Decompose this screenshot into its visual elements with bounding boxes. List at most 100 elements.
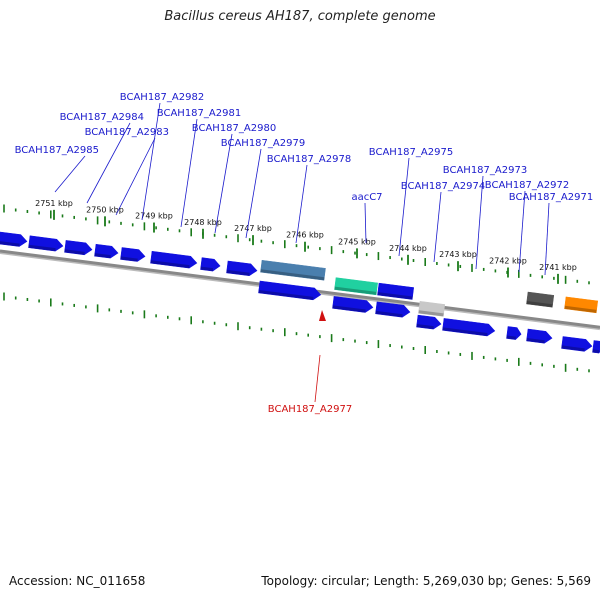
kbp-tick-label: 2741 kbp: [539, 263, 577, 272]
gene-feature-shade: [28, 244, 56, 252]
gene-leader-line: [518, 190, 526, 273]
gene-feature[interactable]: [442, 318, 496, 337]
gene-feature-shape: [226, 260, 258, 277]
gene-feature[interactable]: [375, 301, 411, 318]
kbp-tick-label: 2751 kbp: [35, 199, 73, 208]
kbp-tick-label: 2743 kbp: [439, 250, 477, 259]
gene-feature-shape: [377, 282, 415, 300]
leader-layer: [54, 102, 550, 403]
gene-label[interactable]: BCAH187_A2978: [267, 154, 351, 165]
gene-label[interactable]: BCAH187_A2972: [485, 180, 569, 191]
gene-label[interactable]: BCAH187_A2973: [443, 165, 527, 176]
gene-feature-shade: [526, 337, 545, 344]
gene-feature-shape: [442, 318, 496, 337]
gene-feature-shape: [526, 328, 553, 344]
gene-feature-shape: [506, 326, 522, 340]
kbp-tick-label: 2744 kbp: [389, 244, 427, 253]
gene-feature-shade: [120, 256, 138, 262]
gene-feature[interactable]: [260, 259, 326, 281]
gene-feature[interactable]: [418, 301, 446, 317]
gene-label[interactable]: BCAH187_A2980: [192, 123, 276, 134]
gene-feature-shade: [418, 310, 444, 317]
gene-leader-line: [245, 148, 262, 239]
gene-feature-shape: [260, 259, 326, 281]
gene-feature-shade: [64, 249, 85, 255]
gene-feature-shade: [506, 335, 516, 340]
gene-label[interactable]: BCAH187_A2974: [401, 181, 485, 192]
gene-feature-shade: [258, 289, 314, 300]
tick-layer: 2751 kbp 2750 kbp 2749 kbp 2748 kbp 2747 kbp…: [3, 199, 590, 373]
accession-text: Accession: NC_011658: [9, 574, 146, 588]
gene-feature-shape: [120, 247, 146, 262]
genome-summary-text: Topology: circular; Length: 5,269,030 bp…: [261, 574, 591, 588]
gene-feature-shade: [334, 286, 377, 295]
gene-feature-shade: [94, 253, 111, 259]
gene-feature[interactable]: [592, 340, 600, 354]
kbp-tick-label: 2747 kbp: [234, 224, 272, 233]
gene-feature-shape: [334, 277, 378, 296]
gene-label[interactable]: aacC7: [351, 192, 382, 203]
gene-label[interactable]: BCAH187_A2985: [15, 145, 99, 156]
gene-feature-shape: [0, 230, 28, 247]
gene-label[interactable]: BCAH187_A2981: [157, 108, 241, 119]
gene-feature-shade: [375, 310, 403, 318]
gene-feature-shape: [332, 296, 374, 313]
gene-feature[interactable]: [416, 314, 442, 330]
gene-feature[interactable]: [94, 243, 119, 259]
gene-feature-shape: [150, 251, 198, 269]
gene-feature-shape: [200, 257, 221, 272]
gene-feature-shade: [377, 292, 413, 300]
gene-feature-shade: [564, 305, 597, 313]
map-title: Bacillus cereus AH187, complete genome: [164, 9, 436, 24]
gene-leader-line: [180, 118, 198, 228]
gene-leader-line: [398, 157, 410, 257]
gene-leader-line: [475, 175, 484, 270]
gene-label[interactable]: BCAH187_A2979: [221, 138, 305, 149]
gene-label[interactable]: BCAH187_A2975: [369, 147, 453, 158]
gene-feature-shade: [526, 300, 553, 308]
gene-feature-shape: [64, 240, 93, 256]
kbp-tick-label: 2746 kbp: [286, 231, 324, 240]
gene-feature-shade: [150, 260, 190, 269]
gene-leader-line: [115, 137, 156, 216]
gene-feature[interactable]: [332, 296, 374, 313]
gene-feature-shade: [592, 349, 600, 354]
gene-label[interactable]: BCAH187_A2983: [85, 127, 169, 138]
kbp-tick-label: 2745 kbp: [338, 237, 376, 246]
kbp-tick-label: 2748 kbp: [184, 218, 222, 227]
gene-feature[interactable]: [564, 296, 599, 314]
gene-feature-shape: [526, 291, 555, 308]
gene-label[interactable]: BCAH187_A2982: [120, 92, 204, 103]
gene-feature[interactable]: [526, 328, 553, 344]
gene-feature[interactable]: [226, 260, 258, 277]
highlighted-gene-label[interactable]: BCAH187_A2977: [268, 404, 352, 415]
gene-feature-shade: [442, 327, 488, 336]
gene-feature[interactable]: [0, 230, 28, 247]
gene-feature[interactable]: [561, 336, 593, 353]
feature-layer[interactable]: [0, 230, 600, 354]
gene-leader-line: [544, 202, 550, 276]
gene-leader-line: [433, 191, 442, 263]
gene-feature[interactable]: [64, 240, 93, 256]
gene-leader-line: [86, 122, 131, 204]
label-layer: BCAH187_A2985 BCAH187_A2984 BCAH187_A2983 B…: [15, 92, 594, 415]
gene-feature-shape: [561, 336, 593, 352]
gene-feature-shade: [260, 269, 325, 281]
gene-feature-shape: [28, 235, 64, 252]
gene-feature[interactable]: [526, 291, 555, 308]
gene-leader-line: [141, 102, 161, 221]
gene-feature[interactable]: [506, 326, 522, 341]
gene-label[interactable]: BCAH187_A2971: [509, 192, 593, 203]
gene-feature[interactable]: [150, 251, 198, 269]
gene-leader-line: [295, 164, 308, 244]
gene-feature-shade: [416, 324, 434, 330]
gene-feature[interactable]: [334, 277, 378, 296]
gene-feature[interactable]: [200, 257, 221, 272]
gene-feature[interactable]: [120, 247, 146, 262]
gene-feature[interactable]: [258, 280, 322, 301]
kbp-tick-label: 2749 kbp: [135, 212, 173, 221]
gene-label[interactable]: BCAH187_A2984: [60, 112, 144, 123]
gene-feature[interactable]: [377, 282, 415, 300]
gene-feature[interactable]: [28, 235, 64, 252]
